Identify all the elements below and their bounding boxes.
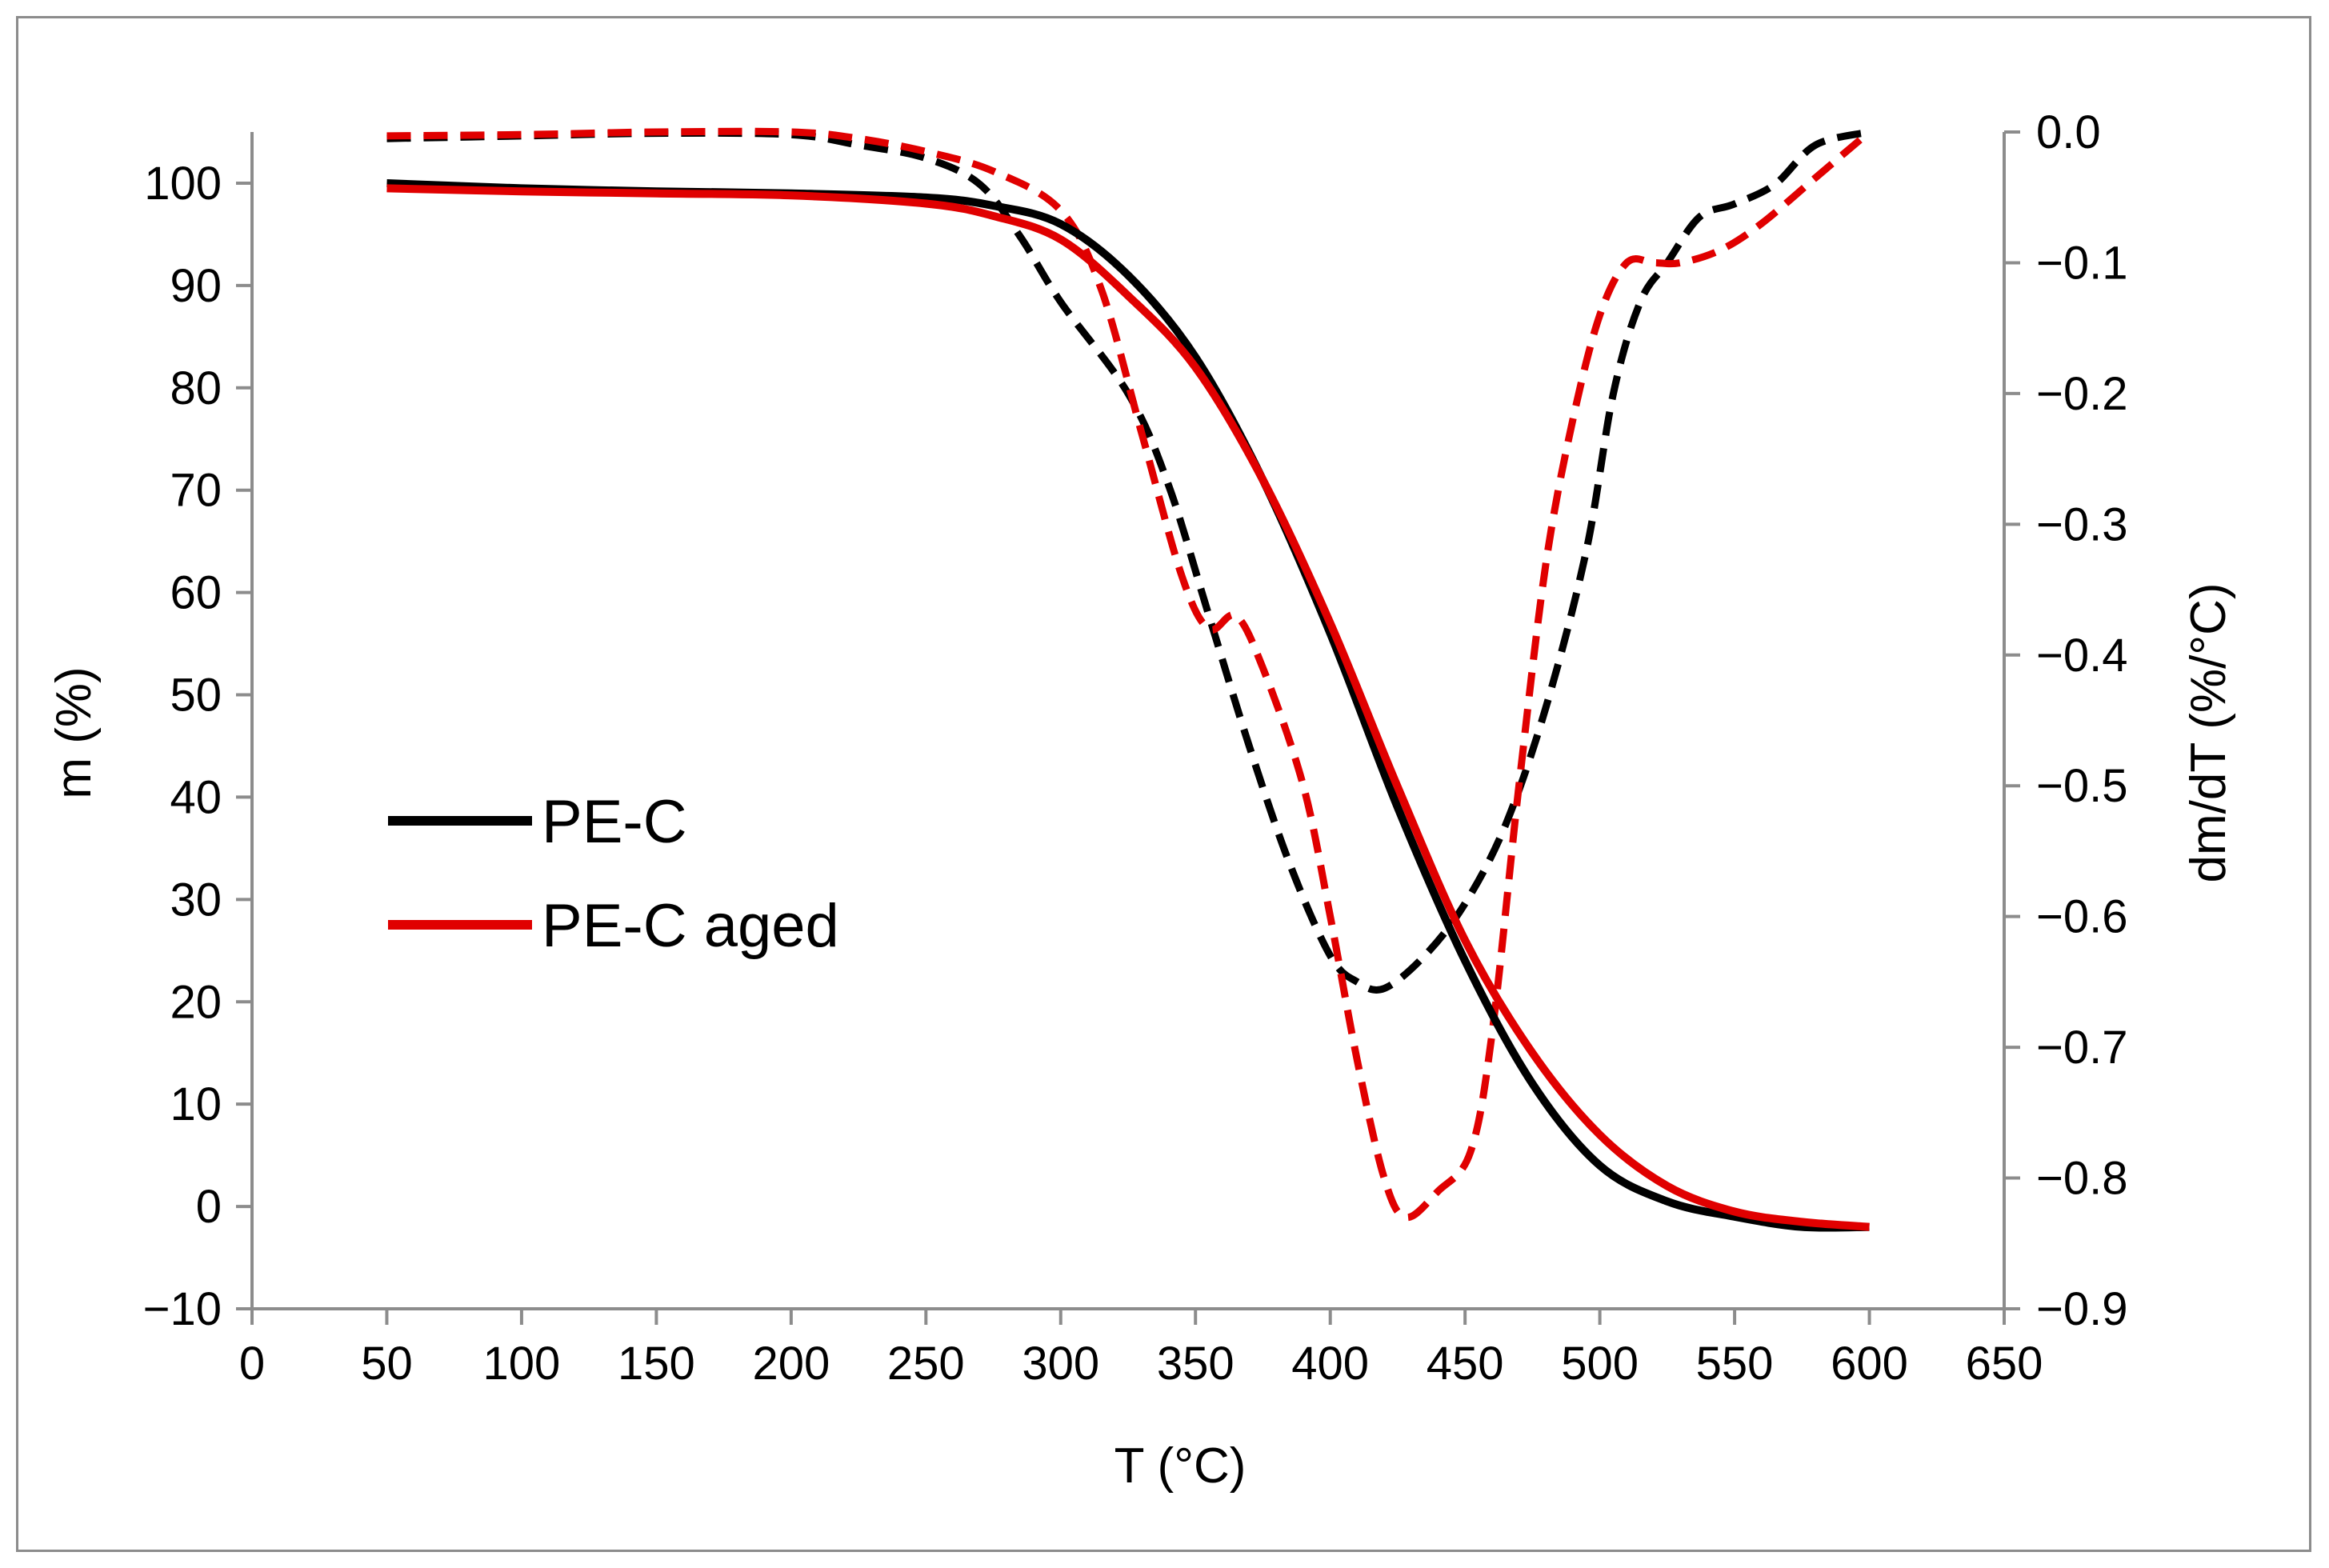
series-line-pe-c-aged-dm-dt bbox=[386, 127, 1872, 1222]
y-tick-label: 100 bbox=[144, 158, 222, 210]
x-tick-label: 250 bbox=[887, 1338, 965, 1390]
y2-tick-label: −0.3 bbox=[2036, 498, 2128, 550]
y-axis-title: m (%) bbox=[46, 666, 102, 798]
y2-tick-label: −0.6 bbox=[2036, 891, 2128, 943]
y-tick-label: 30 bbox=[170, 874, 222, 926]
y-tick-label: 0 bbox=[196, 1181, 222, 1233]
y2-axis-title: dm/dT (%/°C) bbox=[2181, 582, 2236, 882]
x-tick-label: 200 bbox=[752, 1338, 830, 1390]
y2-tick-label: −0.5 bbox=[2036, 760, 2128, 812]
y-tick-label: −10 bbox=[143, 1283, 222, 1335]
legend-label-pe-c: PE-C bbox=[542, 788, 687, 856]
y2-tick-label: −0.7 bbox=[2036, 1022, 2128, 1074]
y-tick-label: 90 bbox=[170, 260, 222, 312]
x-tick-label: 600 bbox=[1831, 1338, 1908, 1390]
chart-frame: 0 50 100 150 200 250 300 350 400 450 500 550 600 650−… bbox=[16, 16, 2311, 1552]
y2-tick-label: −0.1 bbox=[2036, 237, 2128, 289]
y-tick-label: 20 bbox=[170, 976, 222, 1028]
series-line-pe-c-aged bbox=[386, 184, 1870, 1231]
chart: 0 50 100 150 200 250 300 350 400 450 500 550 600 650−… bbox=[46, 106, 2236, 1494]
y2-tick-label: −0.8 bbox=[2036, 1153, 2128, 1205]
y2-tick-label: −0.2 bbox=[2036, 368, 2128, 420]
x-tick-label: 550 bbox=[1696, 1338, 1774, 1390]
y-tick-label: 80 bbox=[170, 362, 222, 414]
series-line-pe-c-dm-dt bbox=[386, 128, 1871, 994]
series-line-pe-c bbox=[386, 179, 1870, 1232]
y2-tick-label: 0.0 bbox=[2036, 106, 2101, 158]
y-tick-label: 10 bbox=[170, 1078, 222, 1130]
x-tick-label: 400 bbox=[1291, 1338, 1369, 1390]
x-tick-label: 100 bbox=[483, 1338, 561, 1390]
x-tick-label: 150 bbox=[618, 1338, 695, 1390]
x-tick-label: 650 bbox=[1966, 1338, 2043, 1390]
x-axis-title: T (°C) bbox=[1114, 1438, 1247, 1494]
y2-tick-label: −0.4 bbox=[2036, 630, 2128, 682]
y-tick-label: 40 bbox=[170, 771, 222, 823]
legend-label-pe-c-aged: PE-C aged bbox=[542, 892, 839, 960]
x-tick-label: 350 bbox=[1157, 1338, 1235, 1390]
x-tick-label: 500 bbox=[1561, 1338, 1639, 1390]
y-tick-label: 60 bbox=[170, 567, 222, 619]
x-tick-label: 50 bbox=[361, 1338, 413, 1390]
y2-tick-label: −0.9 bbox=[2036, 1283, 2128, 1335]
x-tick-label: 450 bbox=[1427, 1338, 1504, 1390]
x-tick-label: 300 bbox=[1022, 1338, 1099, 1390]
y-tick-label: 50 bbox=[170, 670, 222, 722]
x-tick-label: 0 bbox=[239, 1338, 265, 1390]
y-tick-label: 70 bbox=[170, 465, 222, 517]
